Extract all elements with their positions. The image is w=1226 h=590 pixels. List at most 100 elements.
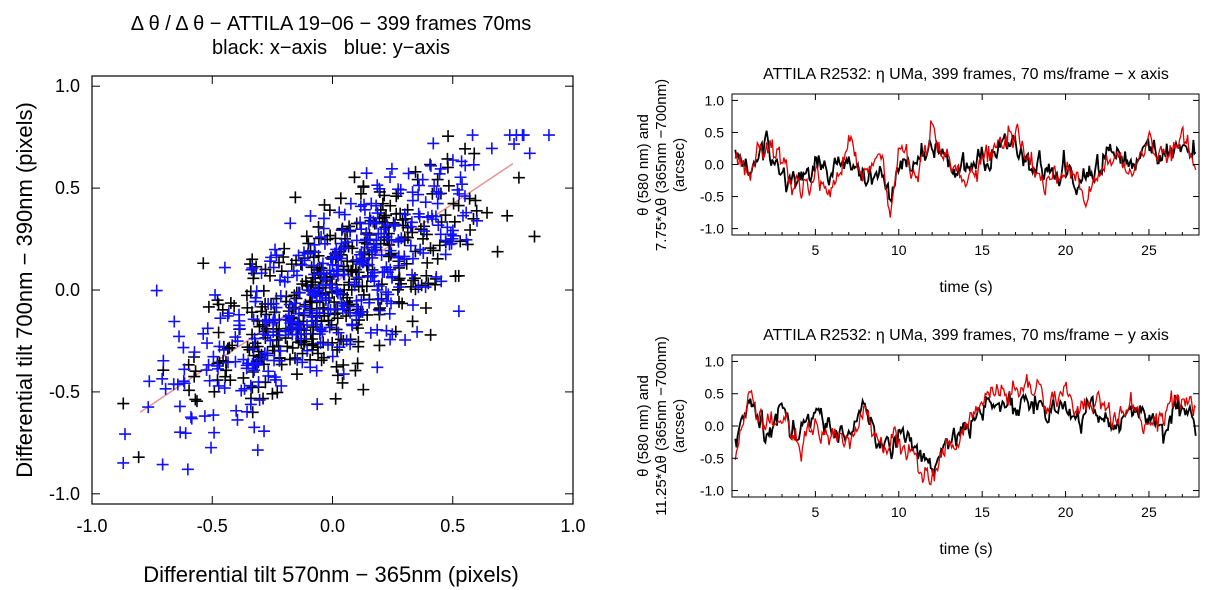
- scatter-point: [523, 147, 536, 160]
- scatter-point: [393, 259, 406, 272]
- ts-y-x-tick-label: 20: [1058, 504, 1074, 520]
- scatter-point: [305, 333, 318, 345]
- scatter-point: [344, 197, 357, 210]
- scatter-point: [274, 274, 287, 287]
- scatter-point: [300, 230, 313, 243]
- scatter-point: [168, 315, 181, 328]
- scatter-point: [360, 167, 373, 180]
- scatter-point: [205, 441, 218, 454]
- ts-y-title: ATTILA R2532: η UMa, 399 frames, 70 ms/f…: [763, 327, 1169, 344]
- scatter-point: [357, 288, 370, 301]
- scatter-point: [335, 224, 348, 237]
- scatter-point: [371, 283, 384, 296]
- scatter-point: [330, 265, 343, 278]
- scatter-point: [429, 210, 442, 223]
- scatter-point: [189, 365, 202, 378]
- scatter-panel: Δ θ / Δ θ − ATTILA 19−06 − 399 frames 70…: [12, 13, 586, 587]
- scatter-point: [304, 361, 317, 374]
- scatter-point: [264, 334, 277, 347]
- scatter-point: [442, 130, 455, 143]
- scatter-point: [212, 326, 225, 339]
- scatter-point: [418, 225, 431, 238]
- ts-x-y-tick-label: 0.0: [705, 157, 725, 173]
- ts-x-series-line: [734, 120, 1197, 218]
- scatter-point: [385, 162, 398, 175]
- scatter-point: [333, 341, 346, 354]
- scatter-point: [466, 129, 479, 142]
- scatter-point: [383, 238, 396, 251]
- scatter-point: [364, 326, 377, 339]
- scatter-point: [373, 339, 386, 352]
- scatter-point: [264, 255, 277, 268]
- scatter-point: [351, 357, 364, 370]
- scatter-point: [353, 258, 366, 271]
- scatter-point: [380, 324, 393, 337]
- scatter-point: [211, 294, 224, 307]
- scatter-point: [200, 364, 213, 377]
- scatter-point: [274, 344, 287, 357]
- scatter-point: [355, 293, 368, 306]
- scatter-point: [329, 303, 342, 316]
- scatter-point: [318, 198, 331, 211]
- scatter-point: [301, 344, 314, 357]
- ts-x-y-tick-label: 1.0: [705, 92, 725, 108]
- scatter-point: [341, 236, 354, 249]
- scatter-point: [455, 155, 468, 168]
- scatter-point: [368, 275, 381, 288]
- scatter-y-tick-label: 1.0: [55, 76, 80, 96]
- scatter-point: [376, 197, 389, 210]
- scatter-point: [305, 315, 318, 328]
- scatter-point: [406, 299, 419, 312]
- scatter-point: [270, 301, 283, 314]
- scatter-point: [430, 185, 443, 198]
- scatter-point: [260, 314, 273, 327]
- scatter-point: [338, 268, 351, 281]
- scatter-point: [284, 217, 297, 230]
- scatter-point: [314, 324, 327, 337]
- scatter-point: [317, 351, 330, 364]
- scatter-point: [370, 217, 383, 230]
- scatter-point: [238, 382, 251, 395]
- scatter-point: [402, 167, 415, 180]
- scatter-point: [310, 364, 323, 377]
- scatter-point: [441, 152, 454, 165]
- scatter-point: [447, 229, 460, 242]
- scatter-point: [221, 309, 234, 322]
- scatter-point: [326, 350, 339, 363]
- scatter-point: [409, 165, 422, 178]
- scatter-point: [392, 183, 405, 196]
- scatter-point: [237, 371, 250, 384]
- timeseries-x-panel: ATTILA R2532: η UMa, 399 frames, 70 ms/f…: [635, 66, 1200, 296]
- ts-x-title: ATTILA R2532: η UMa, 399 frames, 70 ms/f…: [763, 66, 1169, 83]
- scatter-point: [348, 171, 361, 184]
- scatter-point: [412, 179, 425, 192]
- scatter-point: [390, 190, 403, 203]
- scatter-point: [213, 340, 226, 353]
- scatter-point: [329, 392, 342, 405]
- scatter-point: [329, 232, 342, 245]
- scatter-point: [348, 279, 361, 292]
- scatter-point: [282, 325, 295, 338]
- scatter-point: [292, 286, 305, 299]
- scatter-point: [452, 305, 465, 318]
- scatter-point: [439, 234, 452, 247]
- scatter-point: [366, 269, 379, 282]
- ts-x-lines-layer: [734, 120, 1197, 218]
- scatter-point: [364, 233, 377, 246]
- scatter-point: [249, 291, 262, 304]
- ts-x-y-label-line-1: θ (580 nm) and: [635, 114, 652, 216]
- scatter-point: [241, 405, 254, 418]
- scatter-point: [469, 194, 482, 207]
- scatter-point: [434, 228, 447, 241]
- scatter-point: [356, 305, 369, 318]
- ts-y-y-label-line-2: 11.25*Δθ (365nm −700nm): [653, 336, 670, 515]
- scatter-point: [188, 346, 201, 359]
- scatter-point: [460, 233, 473, 246]
- scatter-point: [174, 426, 187, 439]
- scatter-point: [267, 313, 280, 326]
- scatter-point: [198, 410, 211, 423]
- scatter-point: [396, 297, 409, 310]
- scatter-title: Δ θ / Δ θ − ATTILA 19−06 − 399 frames 70…: [131, 13, 531, 35]
- scatter-point: [442, 179, 455, 192]
- scatter-point: [301, 247, 314, 260]
